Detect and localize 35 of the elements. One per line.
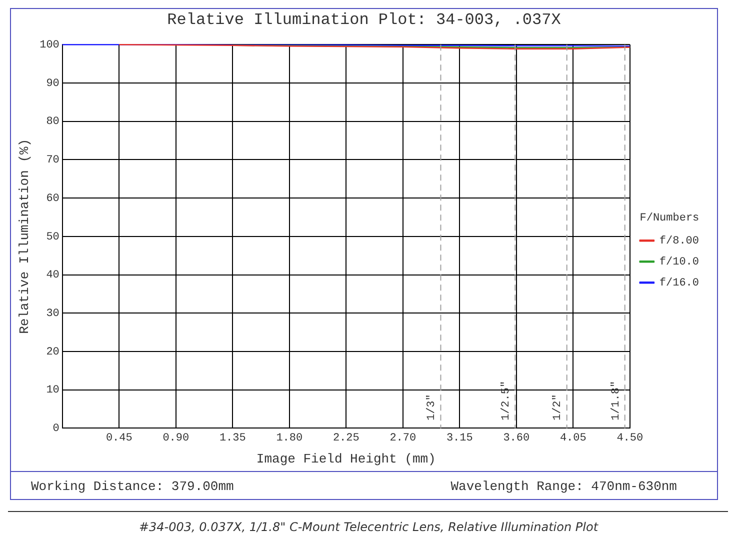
x-tick-label: 3.60 — [503, 432, 530, 445]
x-tick-label: 4.05 — [560, 432, 586, 445]
y-tick-label: 0 — [52, 423, 60, 436]
x-tick-label: 0.45 — [106, 432, 132, 445]
x-tick-label: 2.25 — [332, 432, 360, 445]
y-tick-label: 90 — [46, 78, 60, 90]
y-tick-label: 50 — [46, 231, 60, 244]
x-axis-title: Image Field Height (mm) — [256, 452, 436, 467]
x-tick-label: 0.90 — [162, 432, 190, 445]
y-tick-label: 70 — [46, 154, 60, 167]
annotation: 1/3" — [426, 394, 438, 421]
text: #34-003, 0.037X, 1/1.8" C-Mount Telecentric Lens, Relative Illumination Plot — [138, 520, 600, 534]
legend-label: f/8.00 — [659, 236, 700, 248]
annotation: 1/1.8" — [610, 380, 622, 421]
x-tick-label: 1.35 — [219, 432, 246, 445]
x-tick-label: 4.50 — [616, 432, 644, 445]
x-tick-label: 3.15 — [446, 432, 473, 445]
y-tick-label: 20 — [46, 346, 60, 358]
x-tick-label: 1.80 — [276, 432, 303, 445]
chart-title: Relative Illumination Plot: 34-003, .037X — [166, 11, 562, 29]
y-tick-label: 80 — [46, 116, 60, 128]
x-tick-label: 2.70 — [390, 432, 416, 445]
annotation: 1/2" — [552, 394, 564, 421]
y-tick-label: 10 — [46, 384, 60, 397]
y-axis-title: Relative Illumination (%) — [17, 138, 32, 334]
legend-label: f/10.0 — [659, 256, 700, 269]
text: Wavelength Range: 470nm-630nm — [450, 479, 677, 494]
legend-label: f/16.0 — [659, 278, 700, 290]
text: Working Distance: 379.00mm — [31, 479, 234, 494]
y-tick-label: 60 — [46, 192, 60, 205]
y-tick-label: 100 — [40, 40, 60, 52]
legend-title: F/Numbers — [640, 212, 700, 224]
y-tick-label: 40 — [46, 270, 60, 282]
y-tick-label: 30 — [46, 308, 60, 320]
annotation: 1/2.5" — [500, 380, 513, 421]
